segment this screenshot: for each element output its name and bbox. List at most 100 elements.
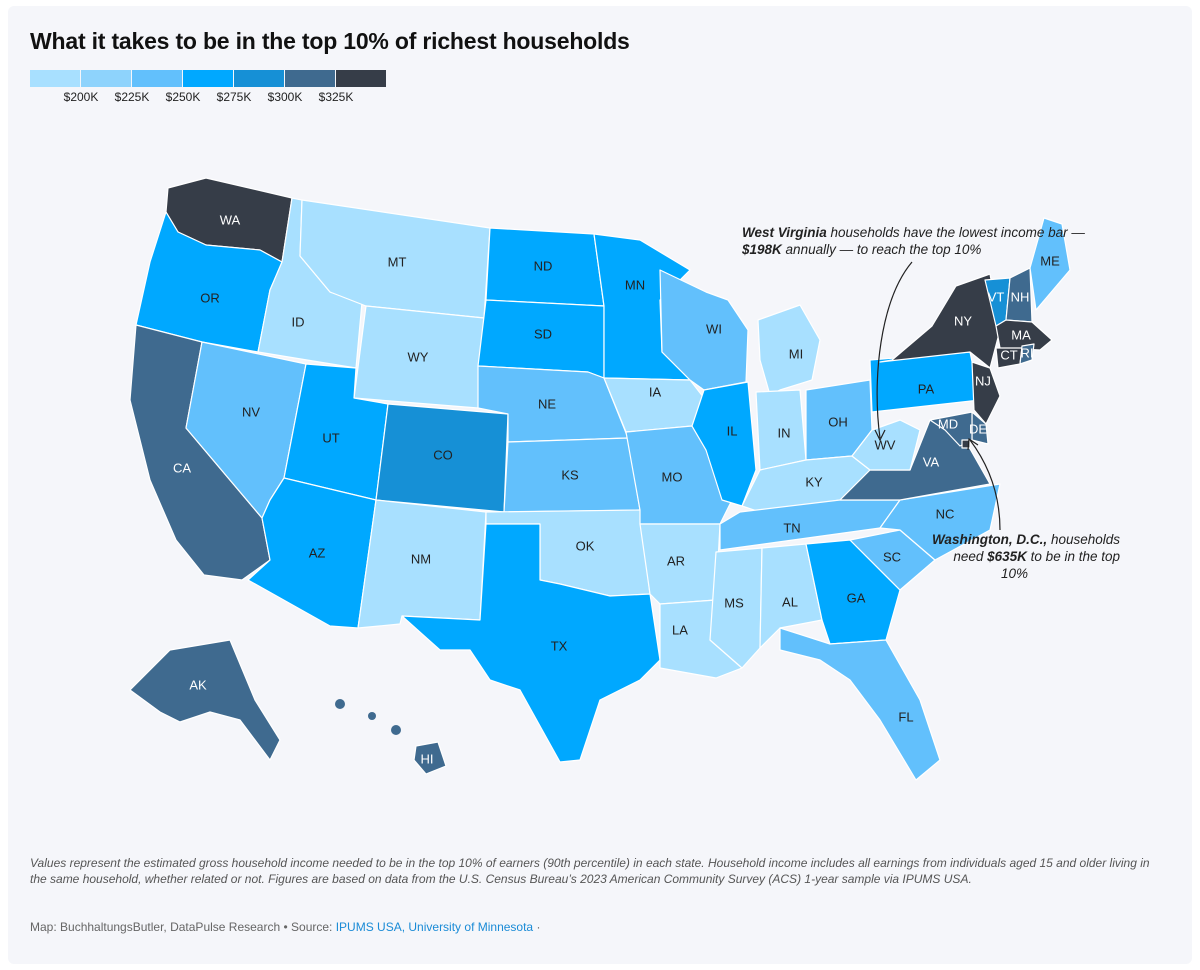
legend-ticks: $200K $225K $250K $275K $300K $325K xyxy=(30,90,390,106)
credit-text: Map: BuchhaltungsButler, DataPulse Resea… xyxy=(30,920,336,934)
state-label-mo: MO xyxy=(662,469,683,484)
state-label-wv: WV xyxy=(875,437,896,452)
state-label-md: MD xyxy=(938,416,958,431)
credit-tail: · xyxy=(533,920,541,934)
methodology-note: Values represent the estimated gross hou… xyxy=(30,856,1150,886)
state-label-la: LA xyxy=(672,622,688,637)
dc-annotation-bold-name: Washington, D.C., xyxy=(931,532,1048,547)
state-label-me: ME xyxy=(1040,253,1060,268)
legend-tick-label: $300K xyxy=(267,90,303,104)
wv-annotation: West Virginia households have the lowest… xyxy=(742,224,1152,258)
state-label-ny: NY xyxy=(954,313,972,328)
state-label-ut: UT xyxy=(322,430,339,445)
state-label-ky: KY xyxy=(805,474,823,489)
state-label-ca: CA xyxy=(173,460,191,475)
legend-tick-label: $250K xyxy=(165,90,201,104)
state-label-ct: CT xyxy=(1000,347,1017,362)
state-label-wa: WA xyxy=(220,212,241,227)
state-label-id: ID xyxy=(292,314,305,329)
state-label-nc: NC xyxy=(936,506,955,521)
state-il xyxy=(691,381,757,507)
state-label-fl: FL xyxy=(898,709,913,724)
state-label-va: VA xyxy=(923,454,940,469)
dc-annotation-text-4: 10% xyxy=(1000,566,1028,581)
state-label-mn: MN xyxy=(625,277,645,292)
state-me xyxy=(1029,217,1071,311)
wv-annotation-text-2: annually — to reach the top 10% xyxy=(781,242,982,257)
state-label-ma: MA xyxy=(1011,327,1031,342)
legend-tick-label: $225K xyxy=(114,90,150,104)
legend-swatch xyxy=(81,70,131,87)
island-shape xyxy=(148,698,152,702)
island-shape xyxy=(157,687,163,693)
state-label-sd: SD xyxy=(534,326,552,341)
state-label-or: OR xyxy=(200,290,220,305)
legend-swatches xyxy=(30,70,390,87)
state-label-nm: NM xyxy=(411,551,431,566)
legend-swatch xyxy=(30,70,80,87)
dc-annotation-text-2: need xyxy=(953,549,988,564)
state-label-ar: AR xyxy=(667,553,685,568)
color-legend: $200K $225K $250K $275K $300K $325K xyxy=(30,70,390,106)
state-label-de: DE xyxy=(969,421,987,436)
state-label-ms: MS xyxy=(724,595,744,610)
state-ri xyxy=(1019,343,1035,365)
state-label-ok: OK xyxy=(576,538,595,553)
legend-swatch xyxy=(132,70,182,87)
state-hi xyxy=(413,741,447,775)
dc-annotation-text-3: to be in the top xyxy=(1026,549,1120,564)
chart-title: What it takes to be in the top 10% of ri… xyxy=(30,28,630,54)
dc-annotation-bold-value: $635K xyxy=(987,549,1027,564)
state-label-oh: OH xyxy=(828,414,848,429)
state-label-az: AZ xyxy=(309,545,326,560)
state-label-il: IL xyxy=(727,423,738,438)
legend-swatch xyxy=(183,70,233,87)
state-ny xyxy=(879,273,1001,369)
state-label-tn: TN xyxy=(783,520,800,535)
state-wv xyxy=(851,419,921,471)
state-label-ne: NE xyxy=(538,396,556,411)
state-label-nj: NJ xyxy=(975,373,991,388)
state-label-ak: AK xyxy=(189,677,207,692)
legend-swatch xyxy=(234,70,284,87)
state-label-ia: IA xyxy=(649,384,662,399)
source-credit: Map: BuchhaltungsButler, DataPulse Resea… xyxy=(30,920,540,934)
state-label-mt: MT xyxy=(388,254,407,269)
state-label-in: IN xyxy=(778,425,791,440)
island-shape xyxy=(391,725,401,735)
state-label-ri: RI xyxy=(1021,345,1034,360)
legend-tick-label: $275K xyxy=(216,90,252,104)
wv-arrowhead xyxy=(874,429,886,442)
wv-annotation-arrow xyxy=(876,261,913,439)
state-label-pa: PA xyxy=(918,381,935,396)
dc-annotation-arrow xyxy=(969,439,1001,531)
island-shape xyxy=(368,712,376,720)
wv-annotation-text: households have the lowest income bar — xyxy=(826,225,1085,240)
legend-swatch xyxy=(336,70,386,87)
state-label-wy: WY xyxy=(408,349,429,364)
state-ms xyxy=(709,547,763,669)
dc-arrowhead xyxy=(967,437,979,451)
state-label-ga: GA xyxy=(847,590,866,605)
state-label-ks: KS xyxy=(561,467,579,482)
dc-annotation: Washington, D.C., households need $635K … xyxy=(900,531,1120,582)
legend-swatch xyxy=(285,70,335,87)
state-fl xyxy=(779,627,941,781)
dc-annotation-text: households xyxy=(1047,532,1120,547)
state-mi xyxy=(757,304,821,396)
state-label-vt: VT xyxy=(988,289,1005,304)
state-label-nh: NH xyxy=(1011,289,1030,304)
legend-tick-label: $200K xyxy=(63,90,99,104)
wv-annotation-bold-value: $198K xyxy=(742,242,782,257)
wv-annotation-bold-state: West Virginia xyxy=(742,225,827,240)
state-label-tx: TX xyxy=(551,638,568,653)
state-al xyxy=(759,543,823,649)
state-ak xyxy=(129,639,281,761)
state-label-nd: ND xyxy=(534,258,553,273)
state-label-co: CO xyxy=(433,447,453,462)
state-label-mi: MI xyxy=(789,346,803,361)
state-label-al: AL xyxy=(782,594,798,609)
island-shape xyxy=(335,699,345,709)
source-link[interactable]: IPUMS USA, University of Minnesota xyxy=(335,920,534,934)
